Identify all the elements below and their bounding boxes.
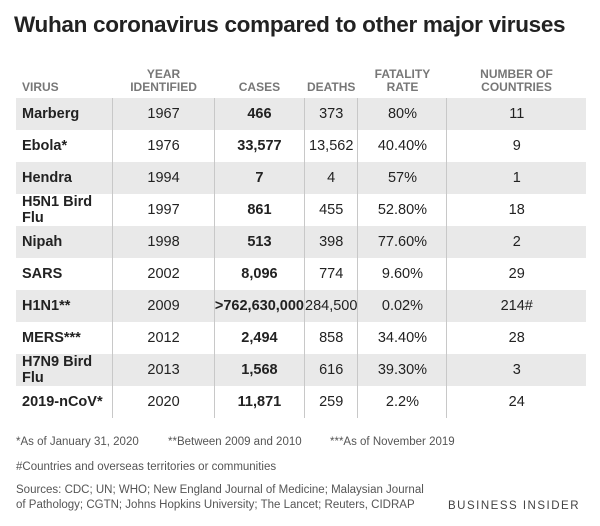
table-cell: 774: [303, 258, 358, 290]
table-cell: 1967: [112, 98, 215, 130]
table-cell: 214#: [446, 290, 586, 322]
sources: Sources: CDC; UN; WHO; New England Journ…: [16, 484, 424, 511]
column-header: VIRUS: [22, 80, 59, 94]
table-row: H7N9 Bird Flu 2013 1,568 616 39.30% 3: [16, 354, 586, 386]
table-cell: 1,568: [213, 354, 305, 386]
countries-note: #Countries and overseas territories or c…: [16, 461, 277, 473]
table-cell: H1N1**: [16, 290, 113, 322]
brand: BUSINESS INSIDER: [448, 500, 580, 512]
column-header: NUMBER OF COUNTRIES: [480, 67, 553, 94]
table-cell: 80%: [357, 98, 447, 130]
table-cell: 1998: [112, 226, 215, 258]
table-cell: 2: [446, 226, 586, 258]
footnote: ***As of November 2019: [330, 436, 455, 448]
title: Wuhan coronavirus compared to other majo…: [14, 12, 566, 37]
table-cell: 1976: [112, 130, 215, 162]
table-row: MERS*** 2012 2,494 858 34.40% 28: [16, 322, 586, 354]
column-header: FATALITY RATE: [374, 67, 431, 94]
table-cell: 858: [303, 322, 358, 354]
table-cell: 284,500: [303, 290, 358, 322]
table-cell: SARS: [22, 266, 63, 282]
table-cell: 11: [446, 98, 586, 130]
table-cell: 3: [446, 354, 586, 386]
table-cell: 0.02%: [357, 290, 447, 322]
table-cell: 13,562: [303, 130, 358, 162]
table-cell: H5N1 Bird Flu: [22, 194, 93, 226]
table-cell: Ebola*: [22, 138, 68, 154]
table-cell: 7: [213, 162, 305, 194]
table-cell: MERS***: [22, 330, 81, 346]
table-cell: >762,630,000: [213, 290, 305, 322]
table-row: H1N1** 2009 >762,630,000 284,500 0.02% 214#: [16, 290, 586, 322]
table-cell: 11,871: [213, 386, 305, 418]
table-cell: 2019-nCoV*: [22, 394, 103, 410]
table-cell: 9: [446, 130, 586, 162]
table-cell: 2013: [112, 354, 215, 386]
table-row: H5N1 Bird Flu 1997 861 455 52.80% 18: [16, 194, 586, 226]
table-cell: 28: [446, 322, 586, 354]
table-cell: 2012: [112, 322, 215, 354]
column-header: DEATHS: [306, 80, 356, 94]
header-row: VIRUS YEAR IDENTIFIED CASES DEATHS FATALITY …: [16, 54, 586, 98]
table-cell: 1994: [112, 162, 215, 194]
table-cell: 1: [446, 162, 586, 194]
table-row: Hendra 1994 7 4 57% 1: [16, 162, 586, 194]
table-cell: 57%: [357, 162, 447, 194]
table-cell: 2002: [112, 258, 215, 290]
footnote: *As of January 31, 2020: [16, 436, 139, 448]
table-cell: 8,096: [213, 258, 305, 290]
table-body: Marberg 1967 466 373 80% 11 Ebola* 1976 33,577 13…: [16, 98, 586, 418]
table-cell: 40.40%: [357, 130, 447, 162]
table-cell: 39.30%: [357, 354, 447, 386]
table-cell: 2.2%: [357, 386, 447, 418]
table-cell: 259: [303, 386, 358, 418]
table-row: 2019-nCoV* 2020 11,871 259 2.2% 24: [16, 386, 586, 418]
table-cell: 34.40%: [357, 322, 447, 354]
table-cell: Hendra: [16, 162, 113, 194]
table-cell: 4: [303, 162, 358, 194]
table-cell: 24: [446, 386, 586, 418]
table-cell: 616: [303, 354, 358, 386]
table-cell: Marberg: [16, 98, 113, 130]
table-cell: 455: [303, 194, 358, 226]
table-cell: 398: [303, 226, 358, 258]
table-cell: 466: [213, 98, 305, 130]
table-cell: Nipah: [16, 226, 113, 258]
table-cell: H7N9 Bird Flu: [16, 354, 113, 386]
table-row: SARS 2002 8,096 774 9.60% 29: [16, 258, 586, 290]
table-cell: 861: [213, 194, 305, 226]
column-header: CASES: [238, 80, 281, 94]
table-cell: 9.60%: [357, 258, 447, 290]
table-cell: 1997: [112, 194, 215, 226]
table-cell: 2,494: [213, 322, 305, 354]
table-row: Ebola* 1976 33,577 13,562 40.40% 9: [16, 130, 586, 162]
footnote: **Between 2009 and 2010: [168, 436, 302, 448]
column-header: YEAR IDENTIFIED: [130, 67, 197, 94]
table-cell: 373: [303, 98, 358, 130]
virus-table: VIRUS YEAR IDENTIFIED CASES DEATHS FATALITY …: [16, 54, 586, 418]
table-cell: 513: [213, 226, 305, 258]
table-row: Nipah 1998 513 398 77.60% 2: [16, 226, 586, 258]
table-row: Marberg 1967 466 373 80% 11: [16, 98, 586, 130]
table-cell: 2009: [112, 290, 215, 322]
table-cell: 29: [446, 258, 586, 290]
table-cell: 18: [446, 194, 586, 226]
table-cell: 33,577: [213, 130, 305, 162]
table-cell: 77.60%: [357, 226, 447, 258]
table-cell: 52.80%: [357, 194, 447, 226]
table-cell: 2020: [112, 386, 215, 418]
